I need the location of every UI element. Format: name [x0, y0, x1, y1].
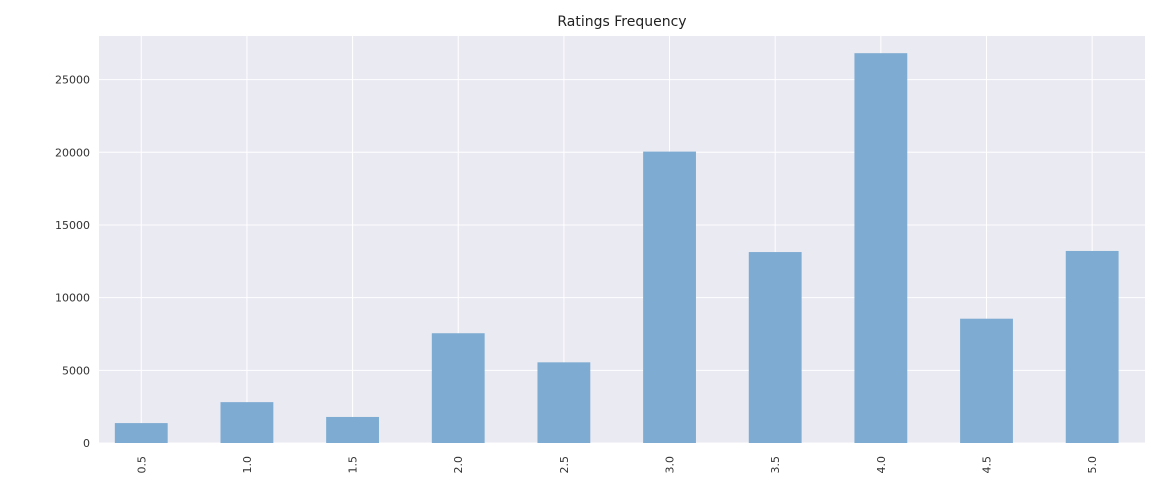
- bar: [326, 416, 379, 443]
- x-tick-label: 4.0: [875, 456, 888, 474]
- y-tick-label: 10000: [55, 292, 90, 305]
- x-tick-label: 1.5: [347, 456, 360, 474]
- bar: [114, 423, 168, 443]
- x-tick-label: 2.0: [452, 456, 465, 474]
- bar: [643, 151, 696, 443]
- bar: [431, 333, 485, 443]
- x-tick-label: 0.5: [135, 456, 148, 474]
- x-tick-label: 5.0: [1086, 456, 1099, 474]
- x-tick-label: 3.5: [769, 456, 782, 474]
- bar: [1065, 250, 1119, 443]
- y-tick-label: 20000: [55, 146, 90, 159]
- bars: [114, 53, 1119, 443]
- y-tick-label: 0: [83, 437, 90, 450]
- y-tick-label: 5000: [62, 364, 90, 377]
- x-tick-label: 4.5: [981, 456, 994, 474]
- x-tick-label: 1.0: [241, 456, 254, 474]
- bar: [220, 402, 274, 443]
- bar: [960, 318, 1013, 443]
- x-axis-ticks: 0.5 1.0 1.5 2.0 2.5 3.0 3.5 4.0 4.5 5.0: [135, 456, 1099, 474]
- bar: [748, 252, 802, 443]
- x-tick-label: 3.0: [664, 456, 677, 474]
- bar: [537, 362, 591, 443]
- bar: [854, 53, 908, 443]
- x-tick-label: 2.5: [558, 456, 571, 474]
- chart-title: Ratings Frequency: [557, 14, 686, 30]
- y-tick-label: 25000: [55, 74, 90, 87]
- y-tick-label: 15000: [55, 219, 90, 232]
- y-axis-ticks: 0 5000 10000 15000 20000 25000: [55, 74, 90, 450]
